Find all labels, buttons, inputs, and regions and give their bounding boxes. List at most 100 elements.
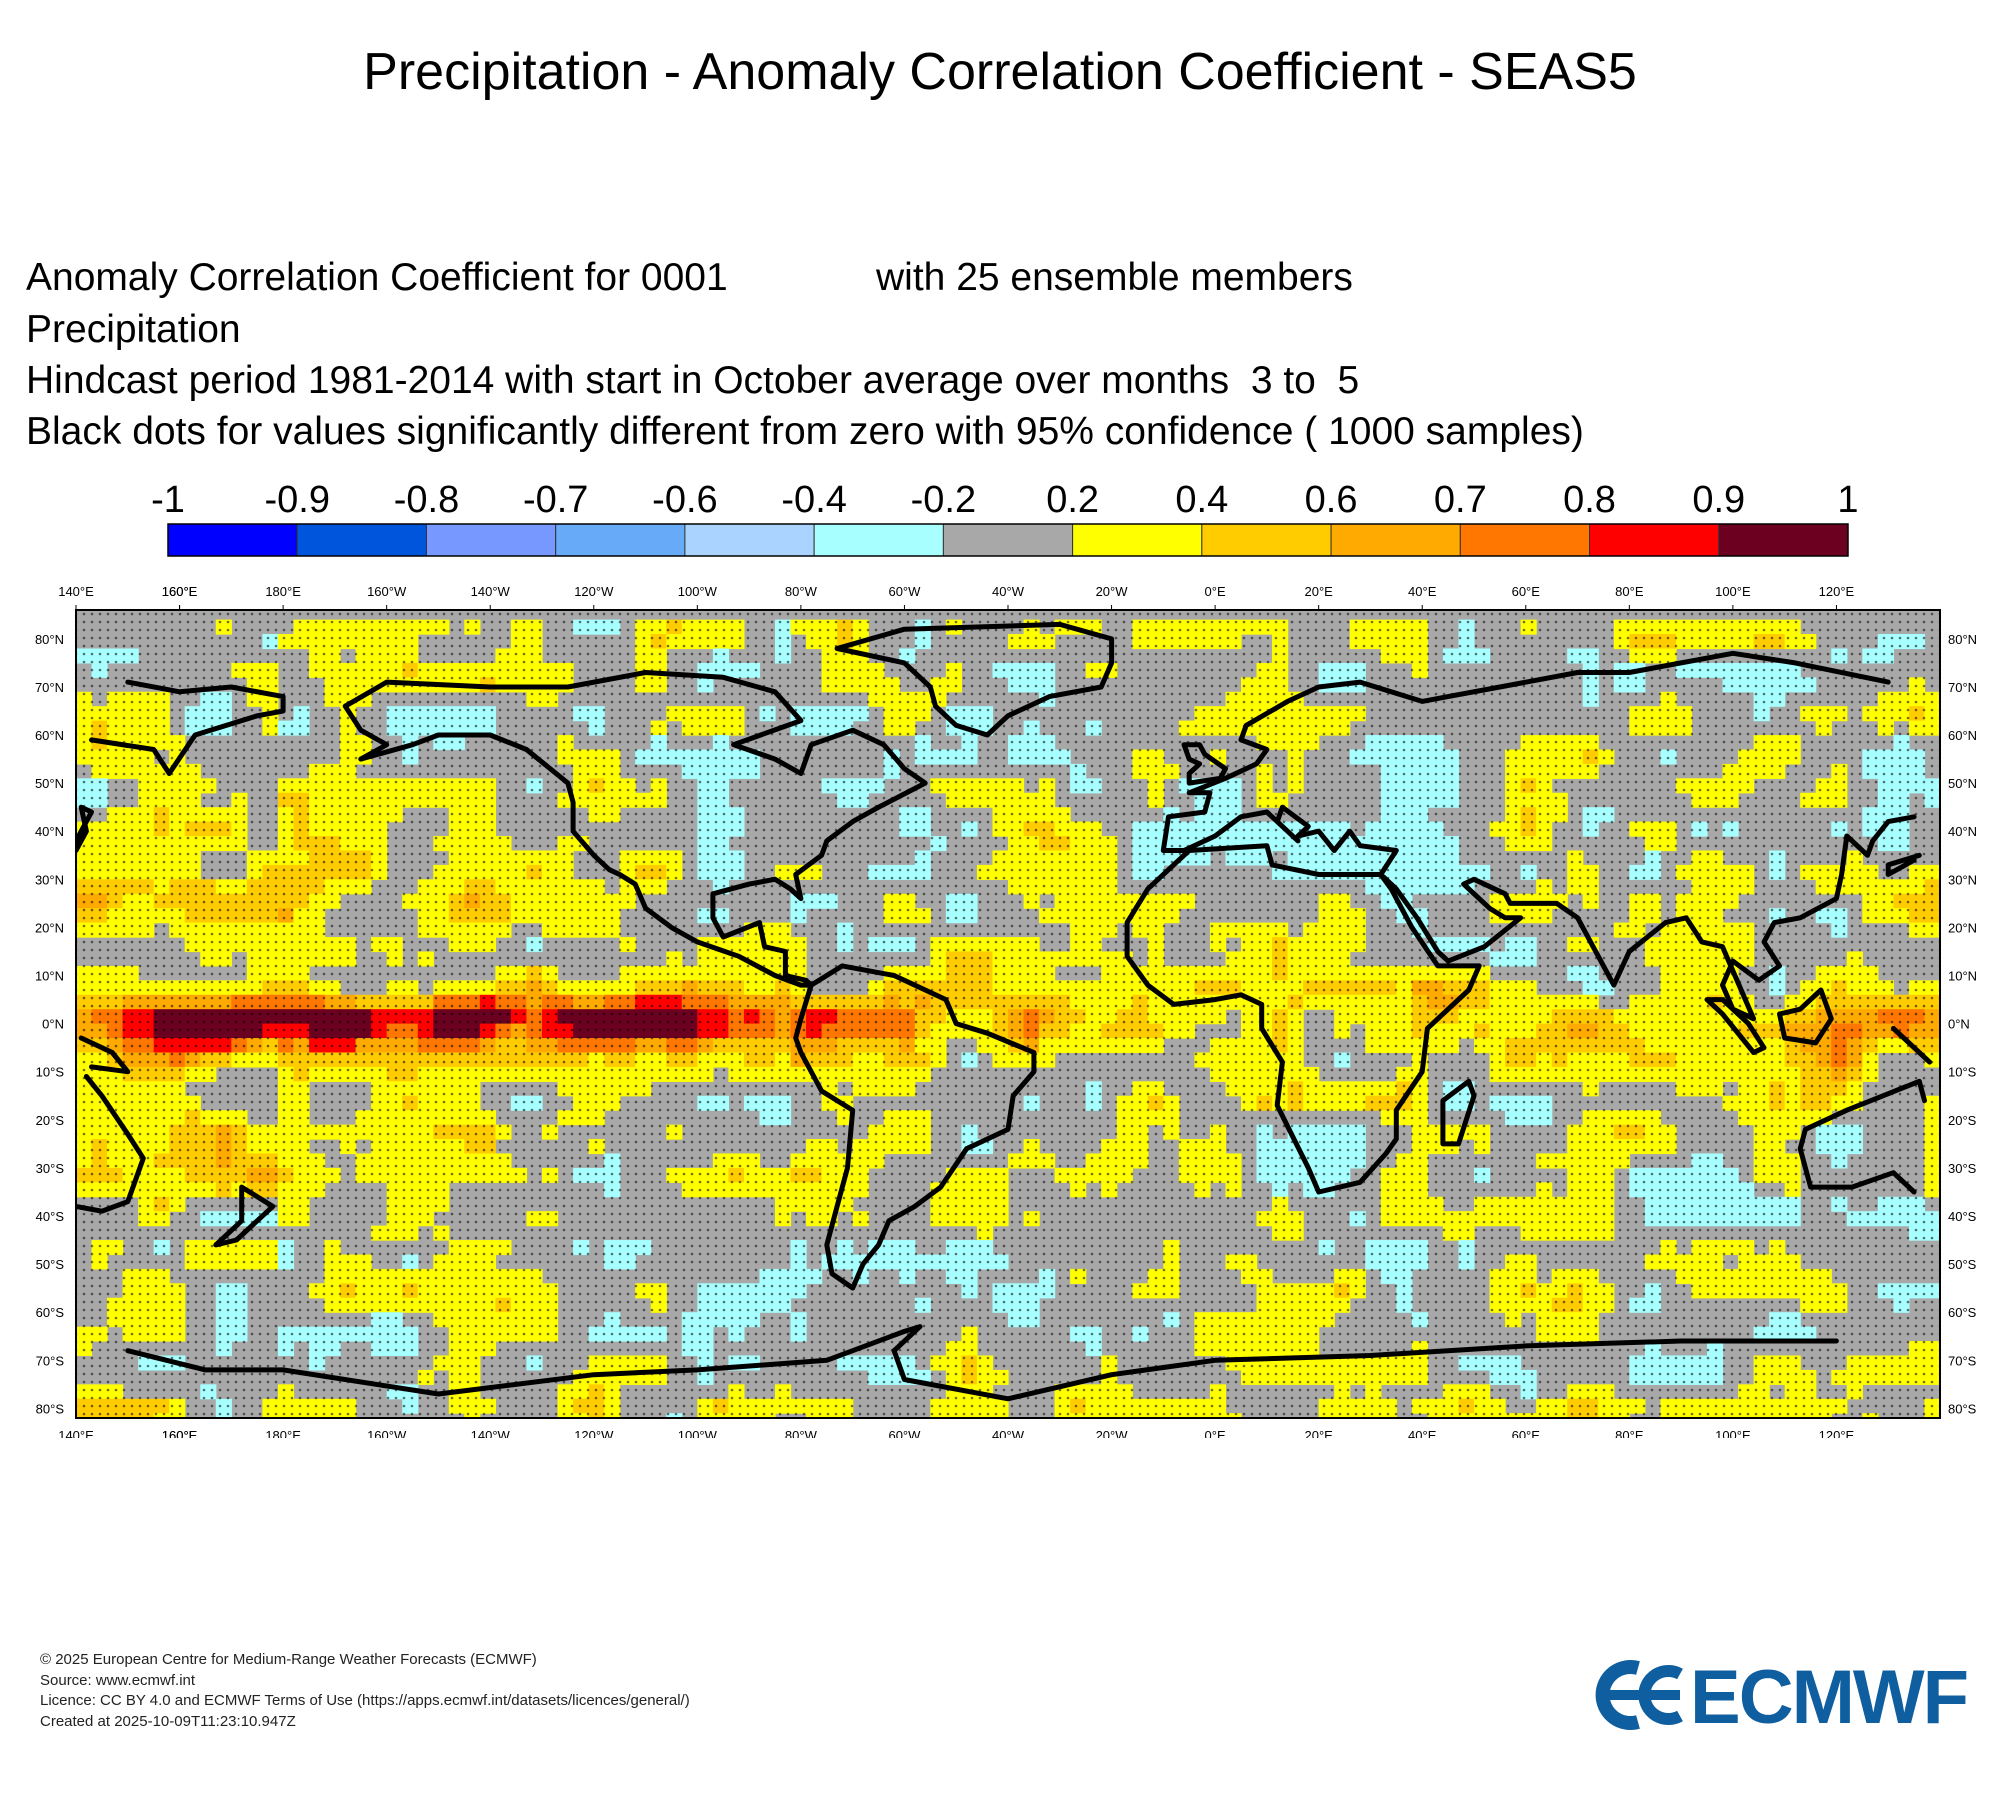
lat-label-right: 0°N xyxy=(1948,1017,1970,1032)
coastline-borneo xyxy=(1777,987,1834,1046)
lon-label-bottom: 140°E xyxy=(58,1428,94,1438)
lat-label-left: 70°S xyxy=(36,1353,65,1368)
legend-swatch xyxy=(942,523,1074,557)
legend-tick-label: -0.8 xyxy=(394,479,459,521)
lon-label-top: 160°E xyxy=(162,584,198,599)
legend-tick-label: -0.6 xyxy=(652,479,717,521)
lat-label-left: 70°N xyxy=(35,680,64,695)
legend-swatch xyxy=(167,523,298,557)
footer-created: Created at 2025-10-09T11:23:10.947Z xyxy=(40,1712,296,1730)
lon-label-bottom: 20°W xyxy=(1096,1428,1129,1438)
lon-label-top: 40°W xyxy=(992,584,1025,599)
lon-label-bottom: 120°E xyxy=(1819,1428,1855,1438)
lon-label-top: 0°E xyxy=(1205,584,1226,599)
coastline-antarctica xyxy=(125,1324,1839,1402)
lat-label-left: 30°S xyxy=(36,1161,65,1176)
legend-frame xyxy=(167,523,1849,557)
footer-copyright: © 2025 European Centre for Medium-Range … xyxy=(40,1651,537,1668)
lon-label-bottom: 120°W xyxy=(574,1428,614,1438)
legend-swatch xyxy=(1459,523,1591,557)
lat-label-left: 80°N xyxy=(35,632,64,647)
lat-label-right: 20°N xyxy=(1948,920,1977,935)
lon-label-top: 140°E xyxy=(58,584,94,599)
lon-label-top: 20°E xyxy=(1304,584,1333,599)
legend-swatch xyxy=(813,523,944,557)
coastline-australia xyxy=(76,1074,1927,1214)
lon-label-top: 80°W xyxy=(785,584,818,599)
coastline-madagascar xyxy=(1440,1078,1477,1147)
lon-label-bottom: 160°E xyxy=(162,1428,198,1438)
lat-label-left: 40°S xyxy=(36,1209,65,1224)
lon-label-bottom: 0°E xyxy=(1205,1428,1226,1438)
lon-label-top: 20°W xyxy=(1096,584,1129,599)
legend-tick-label: -0.2 xyxy=(911,479,976,521)
lon-label-bottom: 140°W xyxy=(471,1428,511,1438)
coastline-north-america xyxy=(342,670,928,988)
lon-label-bottom: 60°E xyxy=(1512,1428,1541,1438)
coastline-greenland xyxy=(834,621,1115,738)
lat-label-left: 50°N xyxy=(35,776,64,791)
legend-tick-label: -1 xyxy=(151,479,185,521)
lon-label-bottom: 100°W xyxy=(678,1428,718,1438)
lat-label-right: 40°S xyxy=(1948,1209,1977,1224)
lat-label-right: 10°S xyxy=(1948,1065,1977,1080)
lat-label-left: 60°N xyxy=(35,728,64,743)
lat-label-left: 20°S xyxy=(36,1113,65,1128)
ecmwf-logo: ECMWF xyxy=(1590,1655,1970,1740)
lat-label-right: 10°N xyxy=(1948,969,1977,984)
page-title: Precipitation - Anomaly Correlation Coef… xyxy=(363,43,1637,101)
lon-label-top: 40°E xyxy=(1408,584,1437,599)
color-legend: -1 -0.9 -0.8 -0.7 -0.6 -0.4 -0.2 0.2 0.4 0.6 0.7 0.… xyxy=(151,479,1859,557)
lat-label-left: 60°S xyxy=(36,1305,65,1320)
footer-source: Source: www.ecmwf.int xyxy=(40,1671,196,1689)
subtitle-hindcast: Hindcast period 1981-2014 with start in … xyxy=(26,359,1360,402)
lon-label-bottom: 160°W xyxy=(367,1428,407,1438)
coastline-sumatra xyxy=(1704,997,1767,1055)
lon-label-bottom: 180°E xyxy=(265,1428,301,1438)
legend-swatch xyxy=(1718,523,1849,557)
lat-label-right: 60°N xyxy=(1948,728,1977,743)
lat-label-right: 40°N xyxy=(1948,824,1977,839)
legend-tick-label: 0.4 xyxy=(1175,479,1228,521)
legend-swatch xyxy=(1589,523,1720,557)
legend-tick-label: 0.2 xyxy=(1046,479,1099,521)
coastline-south-america xyxy=(793,963,1037,1291)
legend-tick-label: -0.4 xyxy=(781,479,846,521)
coastline-new-zealand xyxy=(213,1184,276,1248)
lon-label-bottom: 100°E xyxy=(1715,1428,1751,1438)
lat-label-right: 80°N xyxy=(1948,632,1977,647)
lat-label-left: 30°N xyxy=(35,872,64,887)
lat-label-left: 10°S xyxy=(36,1065,65,1080)
lon-label-top: 60°E xyxy=(1512,584,1541,599)
lon-label-top: 140°W xyxy=(471,584,511,599)
legend-tick-label: 0.6 xyxy=(1305,479,1358,521)
lat-label-right: 50°N xyxy=(1948,776,1977,791)
coastline-japan xyxy=(76,804,1922,877)
legend-swatch xyxy=(684,523,815,557)
legend-swatch xyxy=(1330,523,1461,557)
subtitle-line-1: Anomaly Correlation Coefficient for 0001 xyxy=(26,256,728,299)
legend-tick-label: 0.9 xyxy=(1692,479,1745,521)
subtitle-significance: Black dots for values significantly diff… xyxy=(26,410,1584,453)
subtitle-variable: Precipitation xyxy=(26,308,241,351)
lon-label-top: 100°W xyxy=(678,584,718,599)
lon-label-top: 180°E xyxy=(265,584,301,599)
significance-dots xyxy=(76,610,1940,1418)
lat-label-right: 30°S xyxy=(1948,1161,1977,1176)
footer-licence: Licence: CC BY 4.0 and ECMWF Terms of Us… xyxy=(40,1692,690,1709)
legend-swatch xyxy=(555,523,686,557)
lon-label-bottom: 80°E xyxy=(1615,1428,1644,1438)
lat-label-right: 70°N xyxy=(1948,680,1977,695)
legend-swatch xyxy=(1072,523,1203,557)
coastline-uk xyxy=(1181,742,1228,786)
lon-label-bottom: 40°E xyxy=(1408,1428,1437,1438)
lat-label-left: 50°S xyxy=(36,1257,65,1272)
lat-label-left: 80°S xyxy=(36,1401,65,1416)
coastline-eurasia xyxy=(89,650,1917,1022)
lat-label-right: 80°S xyxy=(1948,1401,1977,1416)
lon-label-bottom: 80°W xyxy=(785,1428,818,1438)
lon-label-bottom: 160°E xyxy=(162,1428,198,1438)
legend-tick-label: 0.7 xyxy=(1434,479,1487,521)
lat-label-left: 20°N xyxy=(35,920,64,935)
lon-label-bottom: 40°W xyxy=(992,1428,1025,1438)
